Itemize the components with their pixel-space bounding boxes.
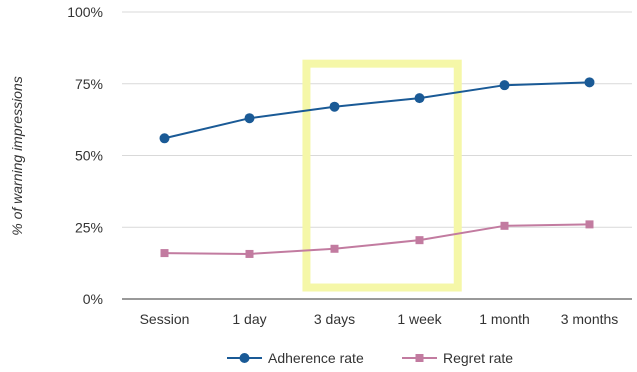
x-tick-label: 3 months bbox=[561, 311, 619, 327]
legend-marker bbox=[415, 354, 424, 362]
highlight-box bbox=[302, 59, 462, 292]
x-tick-label: 1 week bbox=[397, 311, 442, 327]
data-point bbox=[245, 249, 254, 258]
y-tick-label: 0% bbox=[83, 291, 103, 307]
data-point bbox=[160, 249, 169, 258]
y-tick-label: 100% bbox=[67, 4, 103, 20]
legend-item: Regret rate bbox=[402, 350, 513, 366]
x-axis-ticks: Session 1 day 3 days 1 week 1 month 3 months bbox=[140, 311, 619, 327]
data-point bbox=[584, 77, 595, 88]
data-point bbox=[415, 236, 424, 245]
y-tick-label: 50% bbox=[75, 148, 103, 164]
data-point bbox=[585, 220, 594, 229]
series-layer bbox=[159, 77, 595, 258]
y-axis-ticks: 0% 25% 50% 75% 100% bbox=[67, 4, 103, 307]
data-point bbox=[414, 93, 425, 104]
series-line bbox=[164, 223, 590, 255]
x-tick-label: 1 day bbox=[232, 311, 266, 327]
data-point bbox=[500, 221, 509, 230]
legend-marker bbox=[239, 353, 250, 363]
legend-label: Adherence rate bbox=[268, 350, 364, 366]
data-point bbox=[329, 101, 340, 112]
highlight-layer bbox=[302, 59, 462, 292]
data-point bbox=[244, 113, 255, 124]
x-tick-label: 1 month bbox=[479, 311, 530, 327]
data-point bbox=[159, 133, 170, 144]
series-1 bbox=[160, 220, 594, 258]
legend-item: Adherence rate bbox=[227, 350, 364, 366]
series-line bbox=[164, 81, 590, 140]
x-tick-label: 3 days bbox=[314, 311, 355, 327]
data-point bbox=[499, 80, 510, 91]
y-axis-label: % of warning impressions bbox=[9, 76, 25, 236]
legend-label: Regret rate bbox=[443, 350, 513, 366]
data-point bbox=[330, 244, 339, 253]
y-tick-label: 75% bbox=[75, 76, 103, 92]
grid-lines bbox=[122, 11, 632, 300]
y-tick-label: 25% bbox=[75, 219, 103, 235]
legend: Adherence rate Regret rate bbox=[227, 350, 513, 366]
x-tick-label: Session bbox=[140, 311, 190, 327]
series-0 bbox=[159, 77, 595, 144]
